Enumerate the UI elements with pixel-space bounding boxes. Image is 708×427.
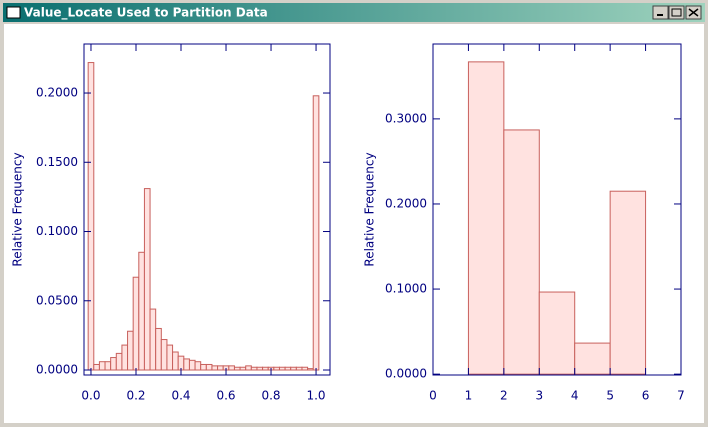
bar [205, 363, 213, 371]
y-tick-label: 0.0000 [385, 367, 427, 381]
bar [312, 95, 320, 371]
bar [155, 327, 162, 371]
bar [115, 352, 123, 371]
bar [149, 308, 157, 371]
x-tick-label: 0 [429, 389, 437, 403]
minimize-button[interactable] [652, 5, 669, 20]
x-tick-label: 0.4 [171, 389, 190, 403]
bar [307, 368, 314, 371]
maximize-button[interactable] [668, 5, 685, 20]
x-tick-label: 0.0 [81, 389, 100, 403]
bar [503, 129, 540, 375]
bar [121, 344, 129, 371]
x-tick-label: 0.2 [126, 389, 145, 403]
bar [284, 366, 292, 371]
bar [217, 365, 224, 371]
bar [183, 358, 190, 371]
bar [177, 355, 185, 371]
bar [110, 357, 117, 371]
window-title: Value_Locate Used to Partition Data [24, 6, 268, 21]
y-tick-label: 0.2000 [36, 86, 78, 100]
bar [166, 344, 174, 371]
bar [609, 190, 647, 375]
bar [143, 188, 151, 371]
x-tick-label: 3 [535, 389, 543, 403]
x-tick-label: 0.8 [261, 389, 280, 403]
window-controls[interactable] [652, 5, 702, 20]
y-tick-label: 0.1500 [36, 155, 78, 169]
bar [188, 359, 196, 371]
plot-frame [83, 43, 331, 376]
bar [228, 365, 235, 371]
bar [172, 351, 179, 371]
bar [301, 366, 309, 371]
bar [233, 366, 241, 371]
bar [194, 361, 202, 371]
bar [467, 61, 505, 375]
x-tick-label: 1 [465, 389, 473, 403]
bar [127, 330, 134, 371]
bar [98, 361, 106, 371]
bar [250, 366, 258, 371]
plot-frame [432, 43, 682, 376]
bar [245, 365, 252, 371]
title-bar [3, 3, 705, 22]
bar [104, 361, 112, 371]
bar [160, 339, 168, 371]
bar [574, 342, 611, 375]
x-tick-label: 4 [571, 389, 579, 403]
x-tick-label: 6 [642, 389, 650, 403]
y-axis-label: Relative Frequency [11, 152, 25, 266]
y-axis-label: Relative Frequency [363, 152, 377, 266]
bar [290, 366, 297, 371]
bar [138, 251, 145, 371]
bar [295, 366, 303, 371]
y-tick-label: 0.1000 [36, 224, 78, 238]
bar [262, 366, 269, 371]
bar [93, 363, 100, 371]
y-tick-label: 0.0500 [36, 293, 78, 307]
close-icon [688, 8, 699, 17]
y-tick-label: 0.2000 [385, 196, 427, 210]
bar [200, 363, 207, 371]
bar [538, 291, 576, 375]
bar [211, 365, 219, 371]
x-tick-label: 7 [677, 389, 685, 403]
bar [273, 366, 280, 371]
bar [278, 366, 286, 371]
window-icon [6, 6, 21, 19]
x-tick-label: 2 [500, 389, 508, 403]
y-tick-label: 0.1000 [385, 282, 427, 296]
bar [87, 62, 95, 371]
bar [132, 276, 140, 371]
x-tick-label: 5 [606, 389, 614, 403]
bar [239, 366, 247, 371]
bar [256, 366, 264, 371]
maximize-icon [671, 8, 682, 17]
y-tick-label: 0.0000 [36, 363, 78, 377]
x-tick-label: 0.6 [216, 389, 235, 403]
x-tick-label: 1.0 [306, 389, 325, 403]
y-tick-label: 0.3000 [385, 111, 427, 125]
